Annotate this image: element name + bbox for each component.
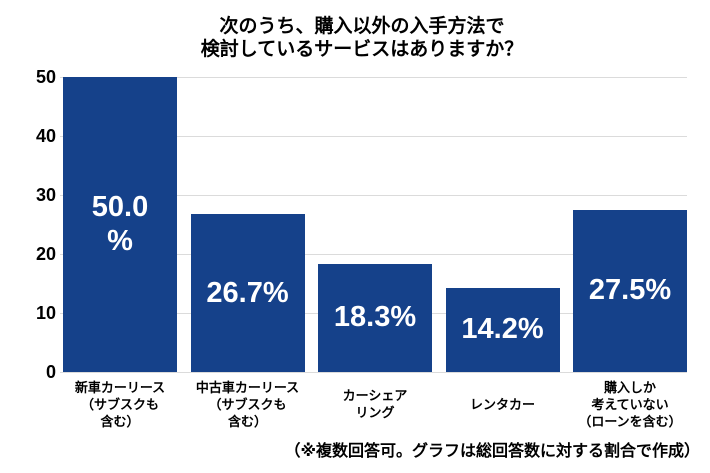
category-label: 中古車カーリース （サブスクも 含む） (195, 379, 300, 429)
y-axis-tick-label: 10 (35, 303, 56, 323)
bar-value-label: 26.7% (206, 276, 289, 309)
bar: 14.2% (445, 288, 560, 372)
category-label: カーシェア リング (342, 388, 408, 420)
y-axis-tick-label: 50 (35, 67, 56, 87)
chart-title-line-2: 検討しているサービスはありますか？ (200, 39, 524, 60)
gridline (60, 253, 687, 255)
gridline (60, 76, 687, 78)
category-label: 新車カーリース （サブスクも 含む） (74, 379, 166, 429)
chart-title-line-1: 次のうち、購入以外の入手方法で (219, 16, 505, 37)
category-label: レンタカー (469, 396, 535, 412)
category-label: 購入しか 考えていない （ローンを含む） (578, 379, 682, 429)
bar: 26.7% (190, 214, 305, 372)
footnote: （※複数回答可。グラフは総回答数に対する割合で作成） (284, 443, 700, 460)
y-axis-tick-label: 20 (35, 244, 56, 264)
bar: 18.3% (318, 264, 432, 372)
bar-value-label: 14.2% (461, 313, 544, 346)
y-axis-tick-label: 30 (35, 185, 56, 205)
y-axis-tick-label: 0 (45, 362, 56, 382)
plot-area: 50.0 % 26.7% 18.3% 14.2% 27.5% (63, 77, 687, 372)
bar: 50.0 % (63, 77, 177, 372)
chart-title: 次のうち、購入以外の入手方法で 検討しているサービスはありますか？ (12, 15, 710, 61)
gridline (60, 194, 687, 196)
y-axis-tick-label: 40 (35, 126, 56, 146)
gridline (60, 135, 687, 137)
gridline (60, 371, 687, 373)
bar-value-label: 18.3% (333, 301, 417, 334)
bar-value-label: 50.0 % (91, 191, 149, 257)
x-axis-category-labels: 新車カーリース （サブスクも 含む） 中古車カーリース （サブスクも 含む） カーシ… (63, 377, 687, 431)
bar-value-label: 27.5% (588, 274, 672, 307)
bar: 27.5% (573, 209, 687, 372)
